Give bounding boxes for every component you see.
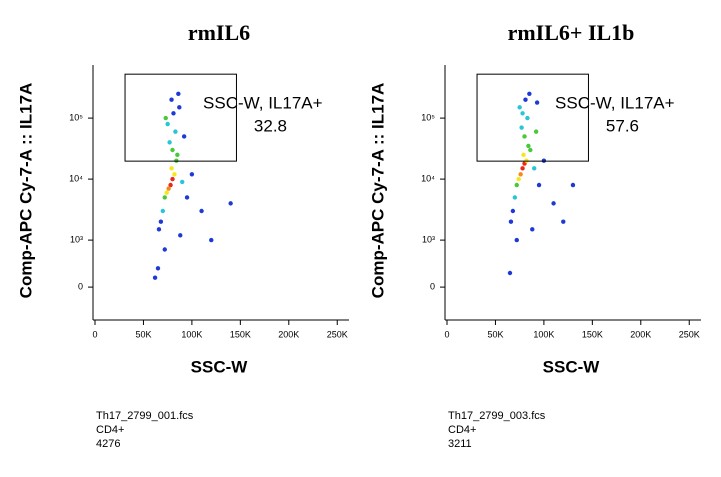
- event-dot: [514, 237, 519, 243]
- chart-title: rmIL6: [188, 20, 250, 45]
- event-dot: [170, 147, 175, 153]
- event-dot: [165, 121, 170, 127]
- event-dot: [521, 152, 526, 158]
- gate-name: SSC-W, IL17A+: [203, 93, 323, 112]
- y-tick-label: 10⁴: [69, 173, 83, 183]
- event-dot: [532, 166, 537, 171]
- x-tick-label: 200K: [630, 329, 651, 339]
- event-dot: [512, 195, 518, 200]
- event-dot: [167, 140, 172, 145]
- event-dot: [170, 176, 175, 182]
- event-dot: [162, 247, 167, 252]
- event-dot: [522, 134, 527, 139]
- y-axis-label: Comp-APC Cy-7-A :: IL17A: [368, 83, 387, 299]
- event-dot: [173, 129, 178, 134]
- event-dot: [527, 91, 532, 97]
- event-dot: [168, 182, 173, 188]
- event-dot: [169, 166, 174, 171]
- x-tick-label: 0: [444, 329, 449, 339]
- y-tick-label: 10³: [70, 234, 83, 244]
- gate-percent: 57.6: [606, 116, 639, 135]
- footer-line: CD4+: [448, 424, 476, 436]
- event-dot: [570, 182, 576, 188]
- event-dot: [166, 186, 171, 191]
- event-dot: [518, 172, 523, 177]
- event-dot: [172, 172, 177, 177]
- event-dot: [171, 111, 176, 116]
- event-dot: [534, 100, 540, 105]
- event-dot: [199, 208, 204, 214]
- event-dot: [533, 129, 539, 134]
- event-dot: [177, 105, 182, 110]
- event-dot: [517, 105, 522, 110]
- footer-line: 4276: [96, 438, 120, 450]
- x-tick-label: 250K: [679, 329, 700, 339]
- event-dot: [155, 266, 161, 271]
- event-dot: [519, 125, 524, 130]
- event-dot: [516, 176, 521, 182]
- event-dot: [164, 190, 169, 195]
- event-dot: [525, 115, 530, 121]
- gate-name: SSC-W, IL17A+: [555, 93, 675, 112]
- footer-line: CD4+: [96, 424, 124, 436]
- event-dot: [510, 208, 516, 214]
- event-dot: [156, 227, 162, 232]
- event-dot: [523, 97, 528, 102]
- event-dot: [520, 111, 525, 116]
- y-tick-label: 10³: [422, 234, 435, 244]
- gate: [476, 73, 589, 162]
- y-tick-label: 10⁴: [421, 173, 435, 183]
- x-tick-label: 50K: [487, 329, 503, 339]
- event-dot: [551, 201, 556, 206]
- footer-line: Th17_2799_003.fcs: [448, 410, 546, 422]
- footer-line: Th17_2799_001.fcs: [96, 410, 194, 422]
- event-dot: [178, 233, 183, 238]
- event-dot: [176, 91, 181, 97]
- y-tick-label: 0: [430, 281, 435, 291]
- gate: [124, 73, 237, 162]
- event-dot: [520, 166, 525, 171]
- y-tick-label: 10⁵: [421, 112, 435, 122]
- event-dot: [180, 179, 185, 185]
- event-dot: [189, 172, 195, 177]
- event-dot: [536, 182, 542, 188]
- event-dot: [184, 195, 190, 200]
- event-dot: [561, 219, 566, 224]
- event-dot: [158, 219, 164, 224]
- event-dot: [175, 152, 180, 158]
- event-dot: [528, 147, 533, 153]
- y-tick-label: 0: [78, 281, 83, 291]
- event-dot: [162, 195, 167, 200]
- gate-percent: 32.8: [254, 116, 287, 135]
- event-dot: [514, 182, 519, 188]
- x-tick-label: 100K: [181, 329, 202, 339]
- chart-title: rmIL6+ IL1b: [508, 20, 635, 45]
- x-axis-label: SSC-W: [191, 357, 249, 376]
- x-tick-label: 0: [92, 329, 97, 339]
- x-tick-label: 150K: [582, 329, 603, 339]
- event-dot: [181, 134, 187, 139]
- event-dot: [160, 208, 166, 214]
- event-dot: [169, 97, 174, 102]
- x-tick-label: 150K: [230, 329, 251, 339]
- x-axis-label: SSC-W: [543, 357, 601, 376]
- event-dot: [526, 143, 531, 149]
- event-dot: [507, 270, 513, 276]
- event-dot: [152, 275, 158, 280]
- y-axis-label: Comp-APC Cy-7-A :: IL17A: [16, 83, 35, 299]
- x-tick-label: 100K: [533, 329, 554, 339]
- footer-line: 3211: [448, 438, 472, 450]
- x-tick-label: 50K: [135, 329, 151, 339]
- event-dot: [228, 201, 233, 206]
- x-tick-label: 200K: [278, 329, 299, 339]
- event-dot: [209, 237, 214, 243]
- event-dot: [508, 219, 514, 224]
- event-dot: [530, 227, 535, 232]
- y-tick-label: 10⁵: [69, 112, 83, 122]
- x-tick-label: 250K: [327, 329, 348, 339]
- event-dot: [163, 115, 168, 121]
